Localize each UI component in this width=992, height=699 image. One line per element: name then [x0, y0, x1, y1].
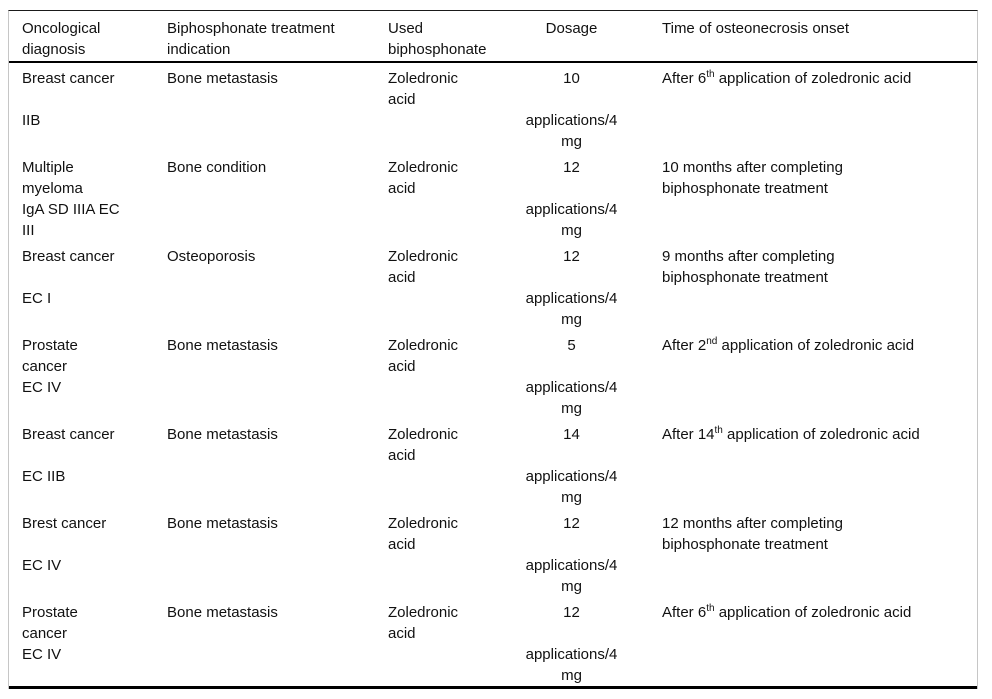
cell-indication: Bone metastasis [167, 337, 278, 354]
cell-dosage: 10 applications/4 mg [525, 70, 618, 150]
table-body: Breast cancer IIB Bone metastasis Zoledr… [9, 63, 977, 689]
cell-dosage: 12 applications/4 mg [525, 515, 618, 595]
onset-text: 10 months after completing biphosphonate… [662, 159, 843, 197]
cell-biphosphonate: Zoledronic acid [388, 159, 459, 197]
cell-diagnosis: Prostate cancer EC IV [22, 604, 78, 663]
onset-text: After 2 [662, 337, 707, 354]
onset-ordinal-suffix: th [706, 69, 715, 80]
table-row: Prostate cancer EC IV Bone metastasis Zo… [9, 330, 977, 419]
table-row: Breast cancer EC IIB Bone metastasis Zol… [9, 419, 977, 508]
onset-text: 9 months after completing biphosphonate … [662, 248, 835, 286]
cell-diagnosis: Prostate cancer EC IV [22, 337, 78, 396]
cell-onset: 10 months after completing biphosphonate… [619, 157, 977, 241]
clinical-cases-table: Oncological diagnosis Biphosphonate trea… [8, 10, 978, 689]
cell-indication: Bone condition [167, 159, 267, 176]
cell-onset: After 14th application of zoledronic aci… [619, 424, 977, 508]
cell-onset: 12 months after completing biphosphonate… [619, 513, 977, 597]
cell-biphosphonate: Zoledronic acid [388, 604, 459, 642]
table-row: Brest cancer EC IV Bone metastasis Zoled… [9, 508, 977, 597]
table-row: Multiple myeloma IgA SD IIIA EC III Bone… [9, 152, 977, 241]
onset-text: After 14 [662, 426, 715, 443]
table-header-row: Oncological diagnosis Biphosphonate trea… [9, 11, 977, 63]
cell-onset: After 2nd application of zoledronic acid [619, 335, 977, 419]
cell-onset: After 6th application of zoledronic acid [619, 602, 977, 686]
onset-text: After 6 [662, 604, 707, 621]
cell-diagnosis: Multiple myeloma IgA SD IIIA EC III [22, 159, 120, 239]
onset-text-tail: application of zoledronic acid [714, 70, 912, 87]
cell-onset: After 6th application of zoledronic acid [619, 68, 977, 152]
onset-ordinal-suffix: th [706, 603, 715, 614]
header-onset-time: Time of osteonecrosis onset [662, 20, 850, 37]
header-oncological-diagnosis: Oncological diagnosis [22, 20, 101, 58]
onset-text-tail: application of zoledronic acid [714, 604, 912, 621]
cell-dosage: 14 applications/4 mg [525, 426, 618, 506]
cell-dosage: 5 applications/4 mg [525, 337, 618, 417]
cell-diagnosis: Breast cancer IIB [22, 70, 115, 129]
cell-biphosphonate: Zoledronic acid [388, 337, 459, 375]
cell-indication: Osteoporosis [167, 248, 256, 265]
cell-onset: 9 months after completing biphosphonate … [619, 246, 977, 330]
header-treatment-indication: Biphosphonate treatment indication [167, 20, 335, 58]
cell-indication: Bone metastasis [167, 70, 278, 87]
table-row: Breast cancer IIB Bone metastasis Zoledr… [9, 63, 977, 152]
onset-text: 12 months after completing biphosphonate… [662, 515, 843, 553]
cell-dosage: 12 applications/4 mg [525, 159, 618, 239]
cell-dosage: 12 applications/4 mg [525, 604, 618, 684]
onset-ordinal-suffix: nd [706, 336, 718, 347]
onset-ordinal-suffix: th [714, 425, 723, 436]
cell-biphosphonate: Zoledronic acid [388, 426, 459, 464]
cell-biphosphonate: Zoledronic acid [388, 515, 459, 553]
cell-biphosphonate: Zoledronic acid [388, 248, 459, 286]
onset-text-tail: application of zoledronic acid [717, 337, 915, 354]
header-dosage: Dosage [545, 20, 598, 37]
cell-indication: Bone metastasis [167, 604, 278, 621]
cell-indication: Bone metastasis [167, 515, 278, 532]
onset-text: After 6 [662, 70, 707, 87]
header-used-biphosphonate: Used biphosphonate [388, 20, 487, 58]
table-row: Breast cancer EC I Osteoporosis Zoledron… [9, 241, 977, 330]
table-row: Prostate cancer EC IV Bone metastasis Zo… [9, 597, 977, 686]
cell-indication: Bone metastasis [167, 426, 278, 443]
cell-biphosphonate: Zoledronic acid [388, 70, 459, 108]
cell-diagnosis: Brest cancer EC IV [22, 515, 107, 574]
cell-diagnosis: Breast cancer EC IIB [22, 426, 115, 485]
cell-dosage: 12 applications/4 mg [525, 248, 618, 328]
onset-text-tail: application of zoledronic acid [722, 426, 920, 443]
cell-diagnosis: Breast cancer EC I [22, 248, 115, 307]
